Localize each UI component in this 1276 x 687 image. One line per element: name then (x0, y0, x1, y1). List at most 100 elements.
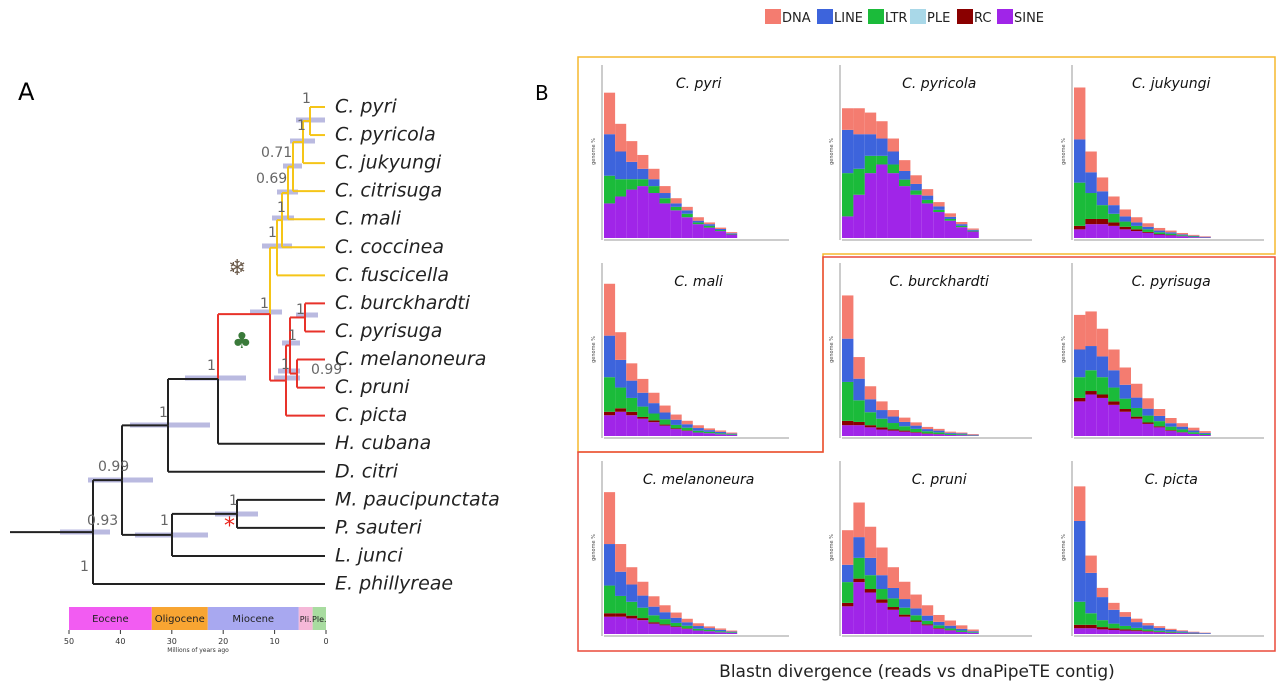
bar-segment (853, 537, 864, 558)
bar-segment (1120, 612, 1131, 617)
bar-segment (704, 433, 715, 436)
bar-segment (693, 428, 704, 431)
bar-segment (626, 141, 637, 162)
y-axis-label: genome % (591, 534, 597, 561)
x-axis-label: Blastn divergence (reads vs dnaPipeTE co… (719, 662, 1115, 682)
bar-segment (1177, 631, 1188, 632)
bar-segment (1074, 87, 1085, 139)
taxon-label: C. citrisuga (335, 180, 442, 202)
bar-segment (1097, 205, 1108, 219)
bar-segment (726, 434, 737, 435)
bar-segment (1074, 315, 1085, 350)
bar-segment (604, 586, 615, 614)
bar-segment (1085, 172, 1096, 193)
bar-segment (1074, 521, 1085, 602)
bar-segment (648, 422, 659, 436)
legend-swatch (765, 9, 781, 24)
bar-segment (648, 624, 659, 634)
bar-segment (1177, 429, 1188, 432)
bar-segment (1165, 232, 1176, 233)
bar-segment (1142, 229, 1153, 232)
bar-segment (726, 633, 737, 634)
bar-segment (604, 415, 615, 436)
bar-segment (637, 582, 648, 596)
bar-segment (1097, 627, 1108, 629)
support-value: 1 (260, 296, 269, 312)
bar-segment (1142, 424, 1153, 436)
bar-segment (615, 179, 626, 196)
bar-segment (1074, 625, 1085, 628)
bar-segment (922, 429, 933, 431)
support-value: 1 (160, 513, 169, 529)
bar-segment (637, 169, 648, 179)
bar-segment (967, 230, 978, 231)
bar-segment (648, 179, 659, 186)
taxon-label: C. pruni (335, 376, 410, 398)
chart-title: C. jukyungi (1132, 76, 1210, 92)
bar-segment (922, 621, 933, 624)
bar-segment (865, 386, 876, 399)
support-value: 1 (296, 302, 305, 318)
support-value: 0.93 (87, 513, 118, 529)
bar-segment (715, 433, 726, 434)
support-value: 1 (229, 493, 238, 509)
bar-segment (945, 219, 956, 221)
bar-segment (1085, 613, 1096, 625)
bar-segment (1154, 426, 1165, 427)
bar-segment (933, 206, 944, 209)
bar-segment (726, 235, 737, 238)
bar-segment (615, 360, 626, 388)
bar-segment (899, 599, 910, 608)
bar-segment (899, 608, 910, 615)
bar-segment (671, 425, 682, 428)
bar-segment (626, 415, 637, 436)
bar-segment (1188, 632, 1199, 633)
bar-segment (899, 160, 910, 171)
bar-segment (715, 432, 726, 433)
bar-segment (1165, 231, 1176, 233)
taxon-label: C. jukyungi (335, 152, 442, 174)
bar-segment (648, 169, 659, 179)
epoch-name: Eocene (92, 614, 129, 625)
legend-label: PLE (927, 11, 950, 26)
bar-segment (1108, 370, 1119, 387)
bar-segment (888, 164, 899, 173)
bar-segment (1199, 431, 1210, 433)
bar-segment (671, 613, 682, 618)
bar-segment (1188, 632, 1199, 633)
taxon-label: C. fuscicella (335, 264, 449, 286)
bar-segment (626, 567, 637, 584)
bar-segment (1177, 427, 1188, 430)
bar-segment (1154, 427, 1165, 436)
bar-segment (704, 628, 715, 630)
chart-title: C. picta (1145, 472, 1198, 488)
bar-segment (1131, 229, 1142, 231)
bar-segment (842, 421, 853, 425)
bar-segment (648, 414, 659, 421)
bar-segment (842, 603, 853, 606)
bar-segment (899, 617, 910, 634)
bar-segment (1177, 236, 1188, 238)
bar-segment (671, 428, 682, 429)
bar-segment (626, 398, 637, 412)
bar-segment (945, 433, 956, 434)
bar-segment (671, 207, 682, 210)
bar-segment (945, 213, 956, 216)
bar-segment (1177, 235, 1188, 236)
bar-segment (876, 589, 887, 599)
bar-segment (888, 139, 899, 152)
bar-segment (660, 612, 671, 619)
bar-segment (1165, 629, 1176, 630)
bar-segment (1177, 433, 1188, 436)
taxon-label: D. citri (335, 460, 399, 482)
bar-segment (967, 630, 978, 632)
bar-segment (956, 224, 967, 226)
bar-segment (1074, 183, 1085, 226)
bar-segment (648, 393, 659, 403)
bar-segment (945, 631, 956, 634)
bar-segment (604, 613, 615, 616)
bar-segment (1120, 216, 1131, 221)
support-value: 1 (159, 405, 168, 421)
bar-segment (1188, 237, 1199, 238)
bar-segment (922, 605, 933, 615)
